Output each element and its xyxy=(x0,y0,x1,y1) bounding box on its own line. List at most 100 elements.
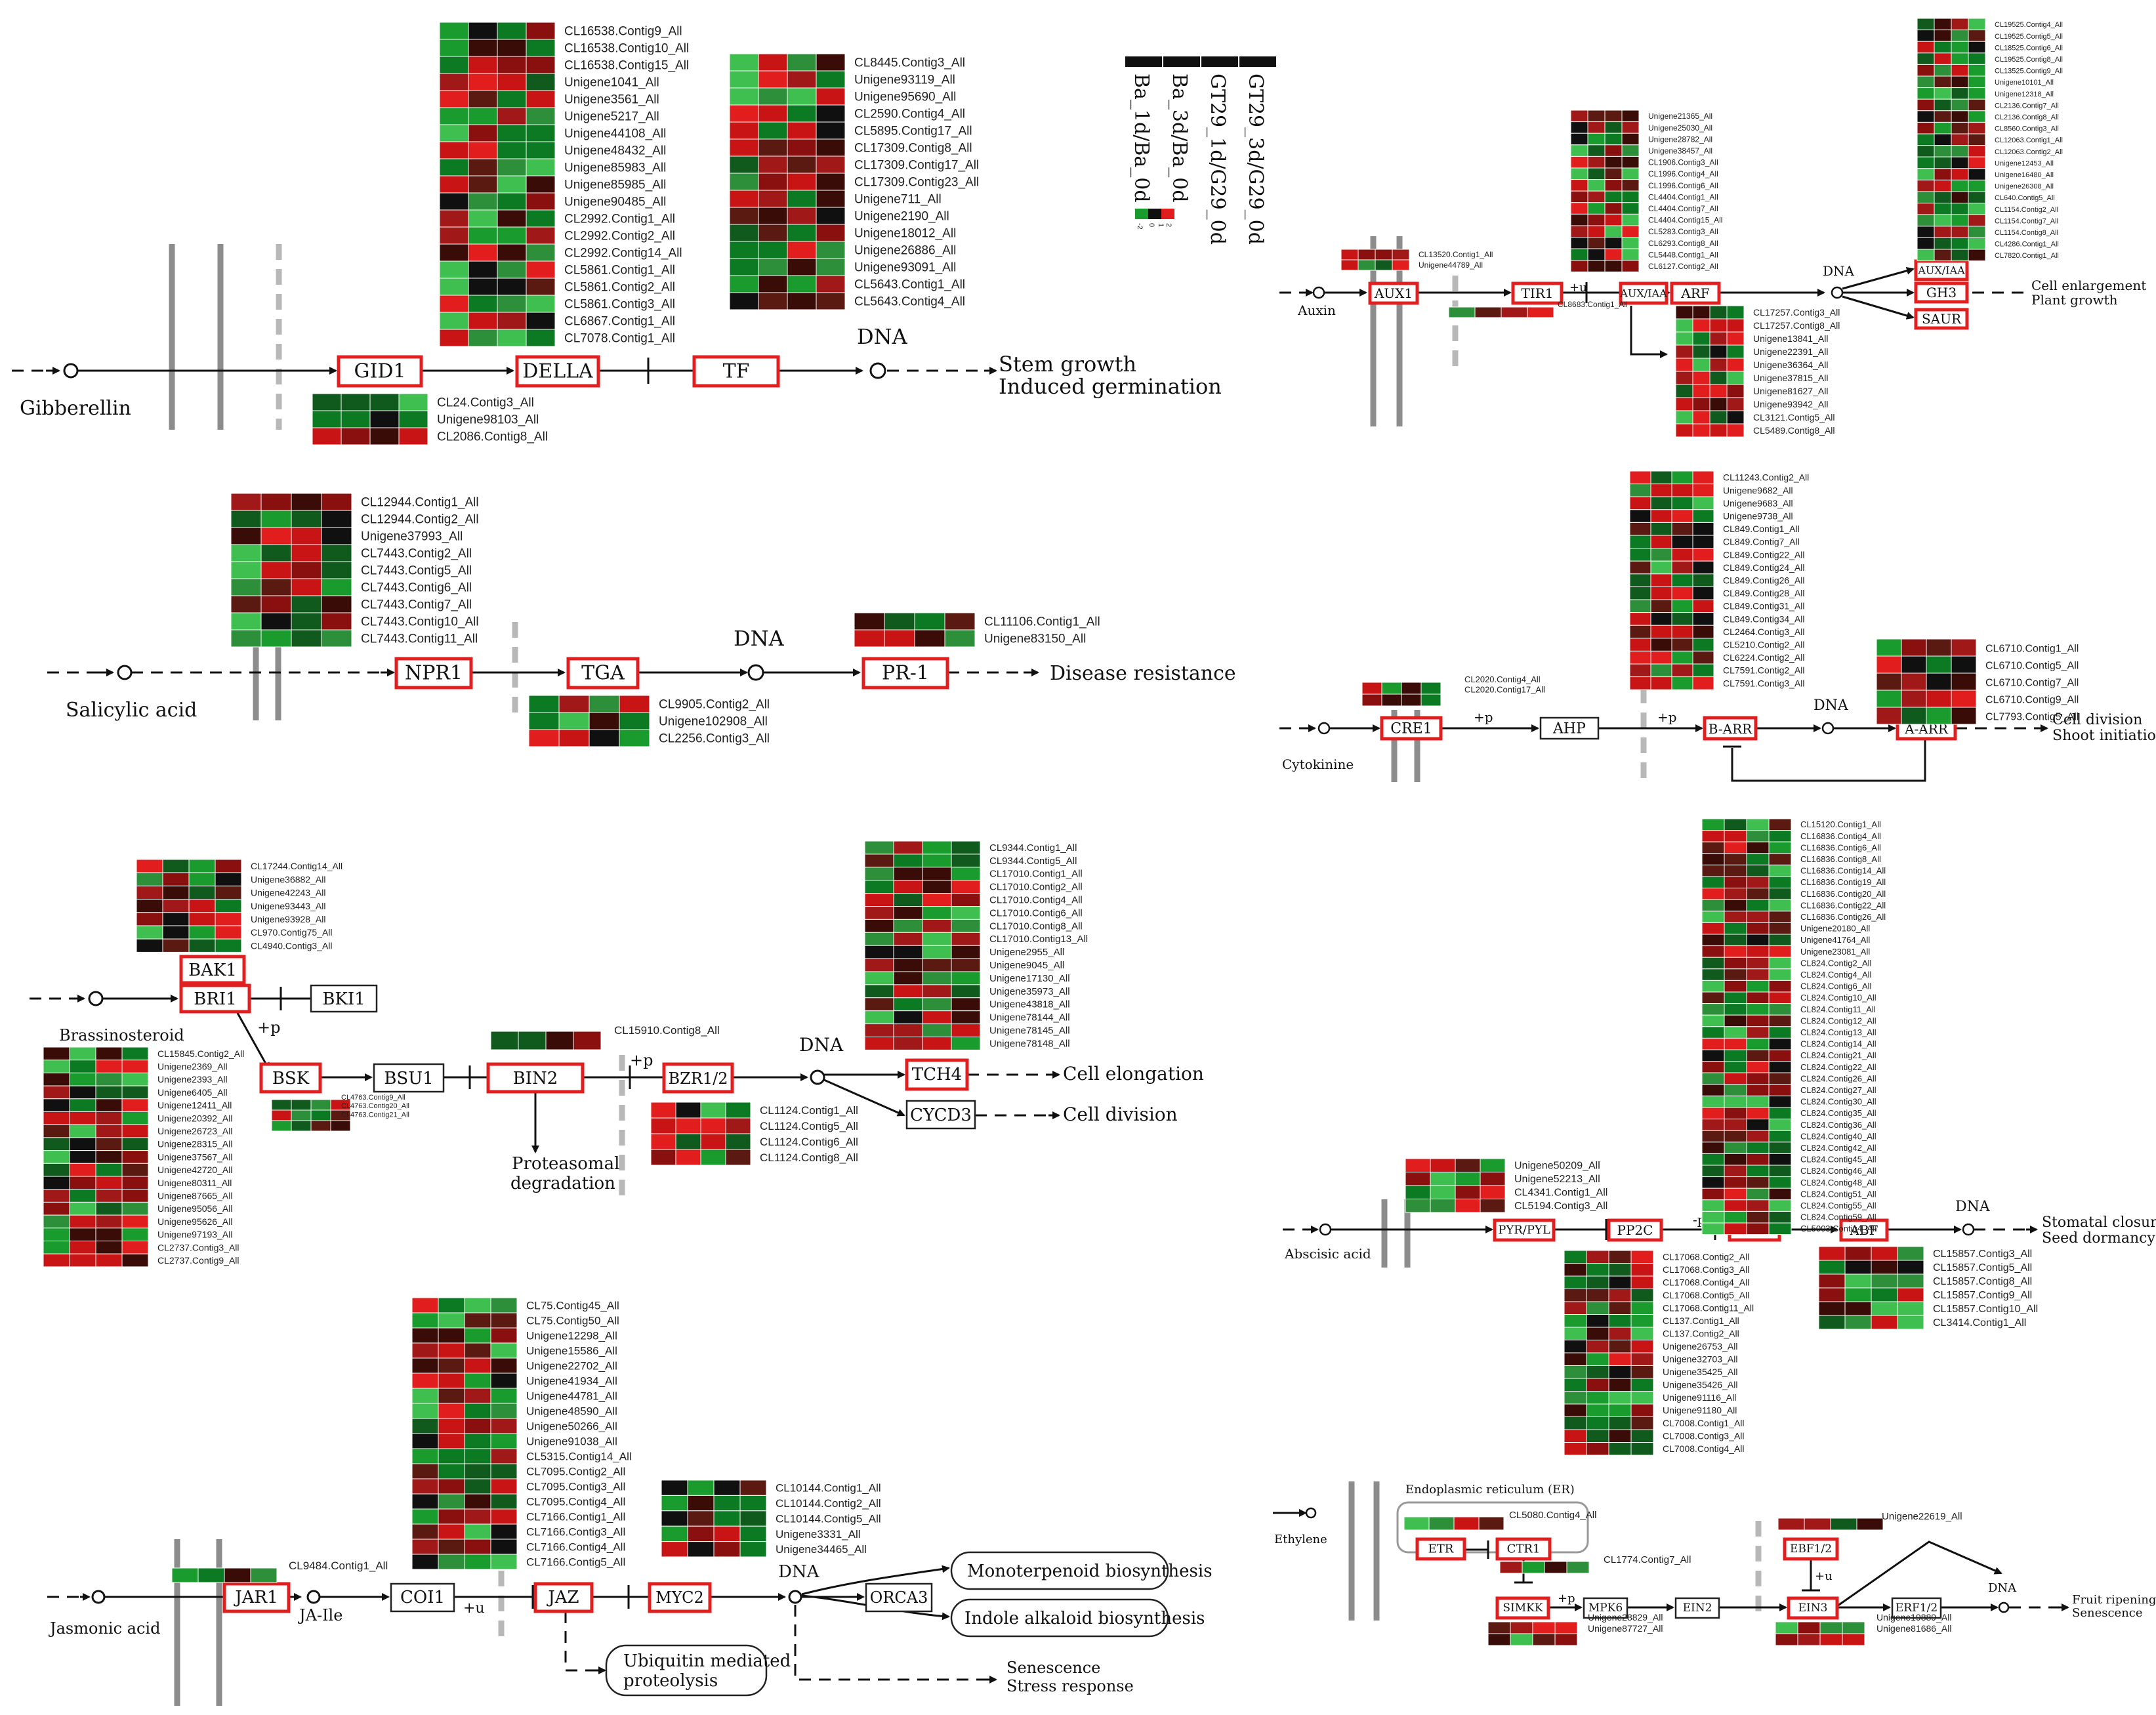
heatmap-cell xyxy=(121,1189,149,1203)
heatmap-cell xyxy=(1951,156,1969,169)
heatmap-cell xyxy=(526,295,556,313)
heatmap-cell xyxy=(438,1373,465,1389)
node-myc2: MYC2 xyxy=(648,1582,712,1613)
legend-scale-zero: 0 xyxy=(1148,223,1155,227)
heatmap-cell xyxy=(700,1117,726,1134)
gene-label: CL2992.Contig1_All xyxy=(564,213,675,226)
heatmap-cell xyxy=(893,854,923,868)
svg-text:SAUR: SAUR xyxy=(1922,311,1962,327)
heatmap-cell xyxy=(1604,155,1623,169)
heatmap-cell xyxy=(464,1297,491,1313)
gene-label: Unigene20392_All xyxy=(157,1113,232,1123)
heatmap-cell xyxy=(893,984,923,999)
heatmap-cell xyxy=(95,1046,123,1061)
svg-text:BSK: BSK xyxy=(272,1069,310,1088)
heatmap-cell xyxy=(312,393,342,411)
heatmap-cell xyxy=(468,226,498,245)
heatmap-cell xyxy=(922,1023,952,1037)
heatmap-cell xyxy=(1726,384,1745,398)
heatmap-cell xyxy=(1692,318,1710,333)
heatmap-cell xyxy=(321,578,352,596)
heatmap-cell xyxy=(468,312,498,330)
svg-text:BZR1/2: BZR1/2 xyxy=(668,1069,728,1088)
heatmap-cell xyxy=(1768,980,1792,993)
gene-label: CL4404.Contig15_All xyxy=(1648,216,1722,225)
heatmap-cell xyxy=(558,695,590,713)
gibberellin-pathway: GID1 DELLA TF Gibberellin DNA Stem growt… xyxy=(12,244,1222,430)
gene-label: CL4763.Contig9_All xyxy=(341,1094,405,1102)
gene-label: CL17068.Contig5_All xyxy=(1663,1290,1749,1300)
heatmap-cell xyxy=(1746,1176,1770,1189)
node-tir1: TIR1 xyxy=(1511,281,1564,305)
heatmap-cell xyxy=(1586,1263,1609,1277)
gene-label: Unigene50209_All xyxy=(1514,1160,1600,1171)
heatmap-cell xyxy=(1746,911,1770,923)
svg-text:ARF: ARF xyxy=(1680,285,1710,301)
node-bin2: BIN2 xyxy=(486,1062,585,1094)
heatmap-cell xyxy=(1701,922,1725,935)
heatmap-cell xyxy=(1629,586,1651,600)
heatmap-cell xyxy=(1768,1026,1792,1039)
heatmap-cell xyxy=(291,1109,312,1121)
heatmap-cell xyxy=(69,1111,96,1125)
heatmap-cell xyxy=(1746,818,1770,831)
gene-label: CL824.Contig59_All xyxy=(1800,1212,1876,1222)
heatmap-cell xyxy=(854,629,885,648)
label-stomatal-closure: Stomatal closure xyxy=(2042,1214,2156,1231)
gene-label: CL6710.Contig1_All xyxy=(1985,644,2079,655)
svg-text:CYCD3: CYCD3 xyxy=(910,1105,972,1125)
gene-label: CL7591.Contig2_All xyxy=(1723,665,1805,676)
heatmap-cell xyxy=(439,39,469,57)
heatmap-cell xyxy=(739,1479,767,1496)
heatmap-cell xyxy=(1934,145,1952,157)
heatmap-cell xyxy=(1934,64,1952,77)
heatmap-cell xyxy=(95,1253,123,1268)
heatmap-sa_npr1: CL12944.Contig1_All CL12944.Contig2_All Un… xyxy=(230,493,479,648)
heatmap-cell xyxy=(1564,1391,1587,1405)
heatmap-cell xyxy=(1586,1403,1609,1417)
label-plus-u-et: +u xyxy=(1815,1569,1833,1583)
heatmap-cell xyxy=(260,612,292,630)
heatmap-cell xyxy=(526,209,556,228)
heatmap-cell xyxy=(1897,1287,1924,1302)
heatmap-cell xyxy=(464,1493,491,1510)
gene-label: CL17309.Contig8_All xyxy=(854,142,972,155)
heatmap-cell xyxy=(490,1493,518,1510)
heatmap-cell xyxy=(1630,1352,1654,1366)
gene-label: CL824.Contig22_All xyxy=(1800,1062,1876,1072)
heatmap-cell xyxy=(121,1150,149,1164)
heatmap-cell xyxy=(1455,1172,1481,1186)
gene-label: CL4341.Contig1_All xyxy=(1514,1187,1607,1198)
heatmap-cell xyxy=(1746,945,1770,958)
gene-label: CL824.Contig46_All xyxy=(1800,1166,1876,1176)
heatmap-cell xyxy=(1951,203,1969,215)
heatmap-cell xyxy=(1726,423,1745,438)
heatmap-cell xyxy=(1819,1633,1843,1646)
heatmap-cell xyxy=(1724,876,1747,889)
heatmap-cell xyxy=(1629,599,1651,613)
heatmap-cell xyxy=(1564,1378,1587,1392)
heatmap-cell xyxy=(490,1388,518,1404)
heatmap-cell xyxy=(787,241,817,259)
heatmap-cell xyxy=(1726,410,1745,424)
heatmap-cell xyxy=(816,275,846,293)
heatmap-cell xyxy=(411,1403,439,1419)
heatmap-cell xyxy=(1746,1037,1770,1050)
heatmap-cell xyxy=(69,1176,96,1190)
heatmap-cell xyxy=(411,1554,439,1570)
heatmap-cell xyxy=(1917,75,1935,89)
heatmap-cell xyxy=(497,192,527,211)
gene-label: Unigene36882_All xyxy=(251,874,325,884)
gene-label: Unigene37567_All xyxy=(157,1151,232,1162)
heatmap-cell xyxy=(944,612,976,630)
heatmap-cell xyxy=(1586,1289,1609,1302)
heatmap-cell xyxy=(1564,1429,1587,1443)
heatmap-cell xyxy=(1604,190,1623,203)
heatmap-cell xyxy=(121,1046,149,1061)
heatmap-cell xyxy=(725,1149,751,1166)
heatmap-cell xyxy=(1746,853,1770,865)
heatmap-cell xyxy=(1724,841,1747,854)
label-plus-p-et: +p xyxy=(1558,1592,1575,1605)
gene-label: CL9344.Contig1_All xyxy=(989,842,1077,854)
heatmap-cell xyxy=(1570,213,1588,226)
